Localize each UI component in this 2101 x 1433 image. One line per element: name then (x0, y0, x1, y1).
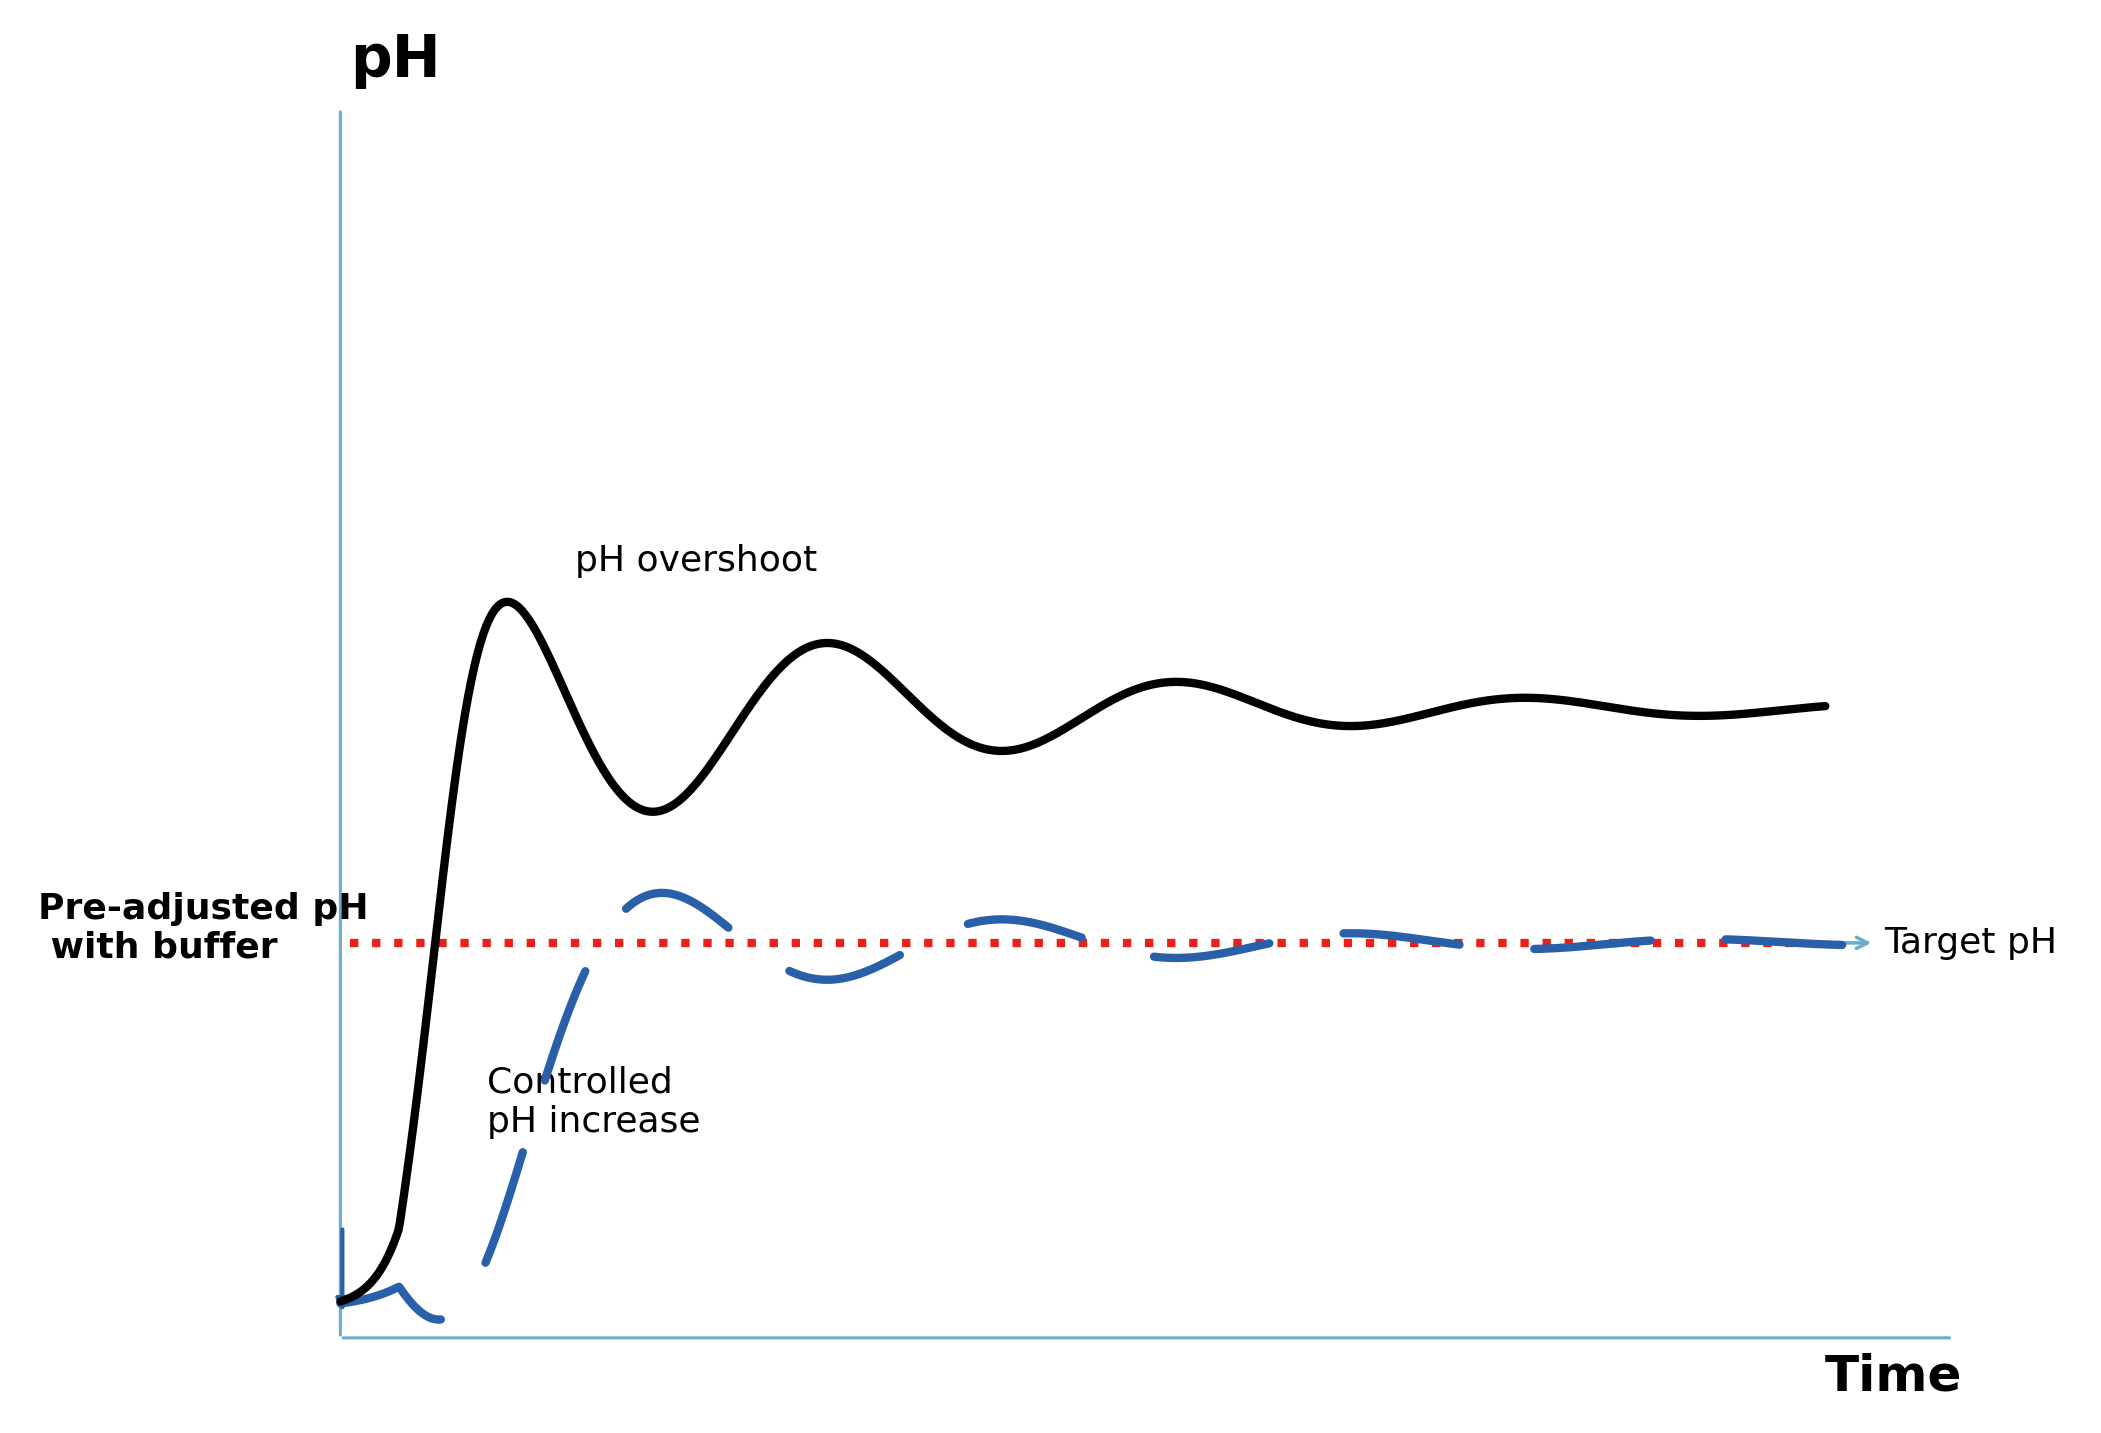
Text: Time: Time (1826, 1353, 1962, 1400)
Text: Pre-adjusted pH
 with buffer: Pre-adjusted pH with buffer (38, 891, 368, 964)
Text: Target pH: Target pH (1885, 926, 2057, 960)
Text: pH overshoot: pH overshoot (576, 545, 817, 579)
Text: pH: pH (351, 32, 441, 89)
Text: Controlled
pH increase: Controlled pH increase (487, 1066, 700, 1139)
